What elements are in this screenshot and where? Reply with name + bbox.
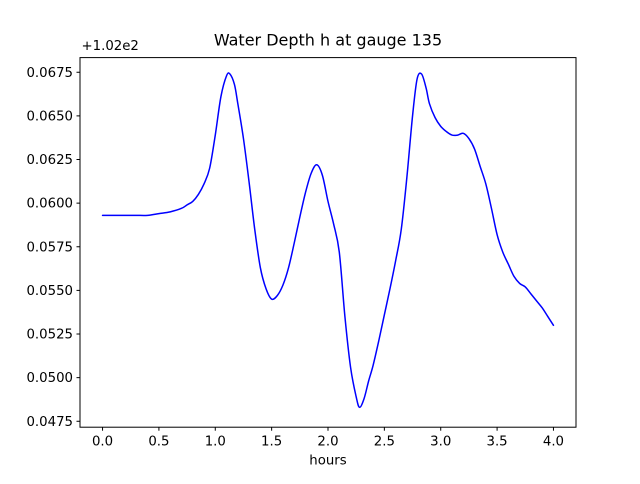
y-tick-label: 0.0675 (26, 66, 73, 81)
x-tick-label: 1.0 (205, 435, 226, 450)
x-tick-label: 2.5 (374, 435, 395, 450)
chart-title: Water Depth h at gauge 135 (214, 31, 442, 50)
x-tick-label: 2.0 (317, 435, 338, 450)
y-tick-label: 0.0525 (26, 328, 73, 343)
y-tick-label: 0.0600 (26, 197, 73, 212)
x-tick-label: 0.0 (92, 435, 113, 450)
x-tick-label: 3.0 (430, 435, 451, 450)
x-tick-label: 4.0 (543, 435, 564, 450)
plot-area-spines (79, 57, 577, 428)
water-depth-line-series (101, 72, 555, 409)
y-tick-label: 0.0475 (26, 415, 73, 430)
x-tick-label: 1.5 (261, 435, 282, 450)
x-tick-label: 0.5 (148, 435, 169, 450)
x-axis-label: hours (309, 454, 346, 469)
y-tick-label: 0.0575 (26, 240, 73, 255)
y-axis-offset-text: +1.02e2 (82, 39, 139, 54)
y-tick-label: 0.0650 (26, 109, 73, 124)
y-tick-label: 0.0625 (26, 153, 73, 168)
x-tick-label: 3.5 (487, 435, 508, 450)
y-tick-label: 0.0550 (26, 284, 73, 299)
y-tick-label: 0.0500 (26, 371, 73, 386)
x-axis-ticks: 0.0 0.5 1.0 1.5 2.0 2.5 3.0 3.5 4.0 (92, 427, 564, 450)
y-axis-ticks: 0.0475 0.0500 0.0525 0.0550 0.0575 0.0600 0.06… (26, 66, 80, 430)
